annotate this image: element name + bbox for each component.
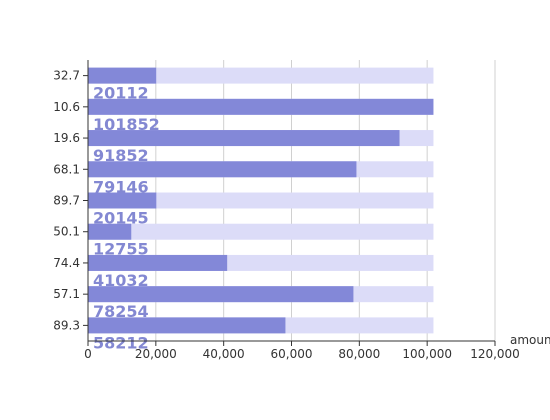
bar-background	[88, 67, 434, 84]
y-tick-label: 19.6	[53, 131, 80, 145]
bar-value-label: 12755	[93, 240, 149, 259]
bar-value-labels: 58212 78254 41032 12755 20145 79146 91852 10185…	[93, 84, 160, 353]
y-tick-label: 89.7	[53, 194, 80, 208]
bar	[88, 161, 357, 178]
bars	[88, 67, 434, 334]
y-tick-label: 68.1	[53, 162, 80, 176]
bar-value-label: 41032	[93, 271, 149, 290]
x-tick-label: 0	[84, 347, 92, 361]
bar-value-label: 101852	[93, 115, 160, 134]
y-tick-label: 74.4	[53, 256, 80, 270]
bar	[88, 192, 157, 209]
bar	[88, 286, 354, 303]
bar	[88, 317, 286, 334]
y-tick-label: 89.3	[53, 318, 80, 332]
y-tick-label: 50.1	[53, 225, 80, 239]
bar	[88, 223, 132, 240]
x-tick-label: 80,000	[338, 347, 380, 361]
bar	[88, 254, 228, 271]
bar-background	[88, 192, 434, 209]
bar	[88, 130, 400, 147]
bar-value-label: 58212	[93, 333, 149, 352]
x-tick-label: 100,000	[402, 347, 452, 361]
bar-value-label: 78254	[93, 302, 149, 321]
bar-value-label: 91852	[93, 146, 149, 165]
y-axis: 89.3 57.1 74.4 50.1 89.7 68.1 19.6 10.6 32.7	[53, 60, 89, 341]
y-tick-label: 32.7	[53, 69, 80, 83]
bar	[88, 67, 157, 84]
bar-value-label: 20112	[93, 84, 149, 103]
y-tick-label: 10.6	[53, 100, 80, 114]
bar-value-label: 79146	[93, 177, 149, 196]
bar-background	[88, 223, 434, 240]
y-tick-label: 57.1	[53, 287, 80, 301]
x-tick-label: 60,000	[271, 347, 313, 361]
x-tick-label: 20,000	[135, 347, 177, 361]
x-tick-label: 40,000	[203, 347, 245, 361]
x-axis: 0 20,000 40,000 60,000 80,000 100,000 120,000	[84, 340, 520, 361]
bar-value-label: 20145	[93, 209, 149, 228]
x-tick-label: 120,000	[470, 347, 520, 361]
bar	[88, 98, 434, 115]
x-axis-title: amount	[510, 333, 550, 347]
